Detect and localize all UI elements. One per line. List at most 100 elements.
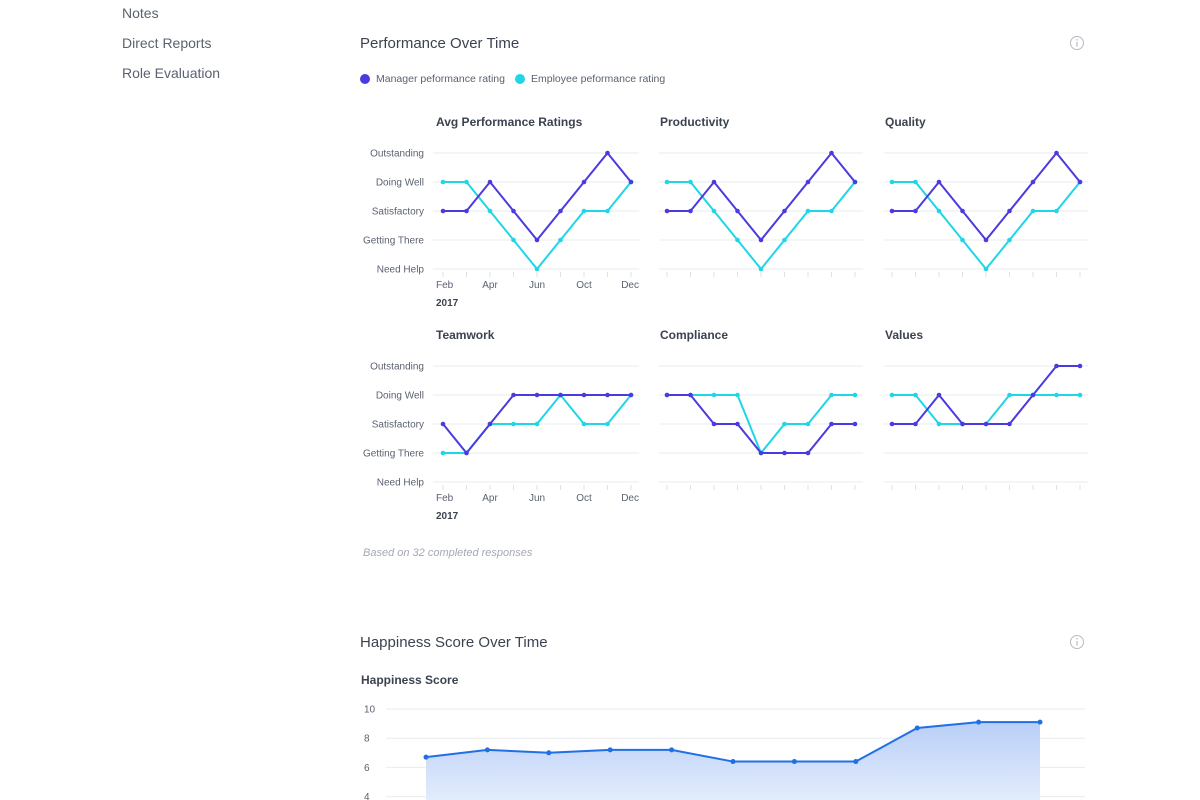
data-point xyxy=(735,237,740,243)
x-tick-label: Oct xyxy=(576,493,592,504)
y-tick-label: Getting There xyxy=(363,449,424,460)
data-point xyxy=(440,179,446,185)
data-point xyxy=(889,392,895,398)
data-point xyxy=(605,150,610,156)
series-line xyxy=(667,181,856,270)
data-point xyxy=(913,179,918,185)
x-tick-label: Feb xyxy=(436,493,454,504)
data-point xyxy=(688,392,693,398)
data-point xyxy=(805,179,811,185)
sidebar-item-role-evaluation[interactable]: Role Evaluation xyxy=(122,65,221,81)
data-point xyxy=(853,759,859,765)
data-point xyxy=(852,179,858,185)
data-point xyxy=(983,237,989,243)
series-line xyxy=(892,152,1081,241)
data-point xyxy=(983,421,989,427)
data-point xyxy=(487,179,493,185)
legend-label-employee: Employee peformance rating xyxy=(531,73,666,85)
data-point xyxy=(487,421,493,427)
x-tick-label: Dec xyxy=(621,493,639,504)
data-point xyxy=(487,208,493,214)
legend-label-manager: Manager peformance rating xyxy=(376,73,505,85)
data-point xyxy=(534,421,540,427)
data-point xyxy=(782,450,787,456)
data-point xyxy=(534,237,540,243)
info-icon[interactable] xyxy=(1069,35,1085,51)
panel-title: Avg Performance Ratings xyxy=(436,115,583,129)
data-point xyxy=(730,759,736,765)
data-point xyxy=(605,392,610,398)
data-point xyxy=(1007,208,1012,214)
y-tick-label: 8 xyxy=(364,734,370,745)
data-point xyxy=(1077,179,1083,185)
x-tick-label: Jun xyxy=(529,280,545,291)
data-point xyxy=(511,208,516,214)
data-point xyxy=(534,266,540,272)
data-point xyxy=(758,450,764,456)
panel-title: Happiness Score xyxy=(361,673,459,687)
data-point xyxy=(758,237,764,243)
legend-item-employee[interactable]: Employee peformance rating xyxy=(515,73,665,85)
data-point xyxy=(688,208,693,214)
data-point xyxy=(464,179,469,185)
data-point xyxy=(889,179,895,185)
x-tick-label: Oct xyxy=(576,280,592,291)
data-point xyxy=(1030,392,1036,398)
data-point xyxy=(711,421,717,427)
data-point xyxy=(628,392,634,398)
data-point xyxy=(711,179,717,185)
y-tick-label: Need Help xyxy=(377,265,425,276)
data-point xyxy=(983,266,989,272)
data-point xyxy=(440,208,446,214)
sidebar-item-notes[interactable]: Notes xyxy=(122,5,159,21)
data-point xyxy=(936,208,942,214)
legend-item-manager[interactable]: Manager peformance rating xyxy=(360,73,505,85)
data-point xyxy=(711,208,717,214)
data-point xyxy=(735,208,740,214)
data-point xyxy=(829,208,834,214)
data-point xyxy=(484,747,490,753)
data-point xyxy=(791,759,797,765)
data-point xyxy=(1007,421,1012,427)
series-line xyxy=(667,152,856,241)
data-point xyxy=(511,421,516,427)
employee-dot-icon xyxy=(515,74,525,84)
info-icon[interactable] xyxy=(1069,634,1085,650)
y-tick-label: Outstanding xyxy=(370,362,424,373)
x-tick-label: Jun xyxy=(529,493,545,504)
data-point xyxy=(913,421,918,427)
data-point xyxy=(829,421,834,427)
data-point xyxy=(805,421,811,427)
x-tick-label: Dec xyxy=(621,280,639,291)
data-point xyxy=(936,179,942,185)
data-point xyxy=(628,179,634,185)
data-point xyxy=(1054,392,1059,398)
panel-title: Teamwork xyxy=(436,328,495,342)
data-point xyxy=(852,392,858,398)
y-tick-label: 4 xyxy=(364,792,370,800)
data-point xyxy=(511,237,516,243)
panel-title: Productivity xyxy=(660,115,730,129)
data-point xyxy=(558,392,563,398)
data-point xyxy=(852,421,858,427)
data-point xyxy=(1030,179,1036,185)
happiness-area xyxy=(426,722,1040,800)
x-tick-label: Feb xyxy=(436,280,454,291)
data-point xyxy=(913,392,918,398)
series-line xyxy=(443,181,632,270)
data-point xyxy=(960,208,965,214)
data-point xyxy=(464,208,469,214)
data-point xyxy=(889,208,895,214)
sidebar-item-direct-reports[interactable]: Direct Reports xyxy=(122,35,212,51)
data-point xyxy=(735,421,740,427)
data-point xyxy=(936,421,942,427)
data-point xyxy=(440,450,446,456)
x-year-label: 2017 xyxy=(436,511,459,522)
data-point xyxy=(423,754,429,760)
performance-section-title: Performance Over Time xyxy=(360,35,520,52)
data-point xyxy=(889,421,895,427)
happiness-section-title: Happiness Score Over Time xyxy=(360,634,548,651)
y-tick-label: Doing Well xyxy=(376,178,424,189)
data-point xyxy=(440,421,446,427)
